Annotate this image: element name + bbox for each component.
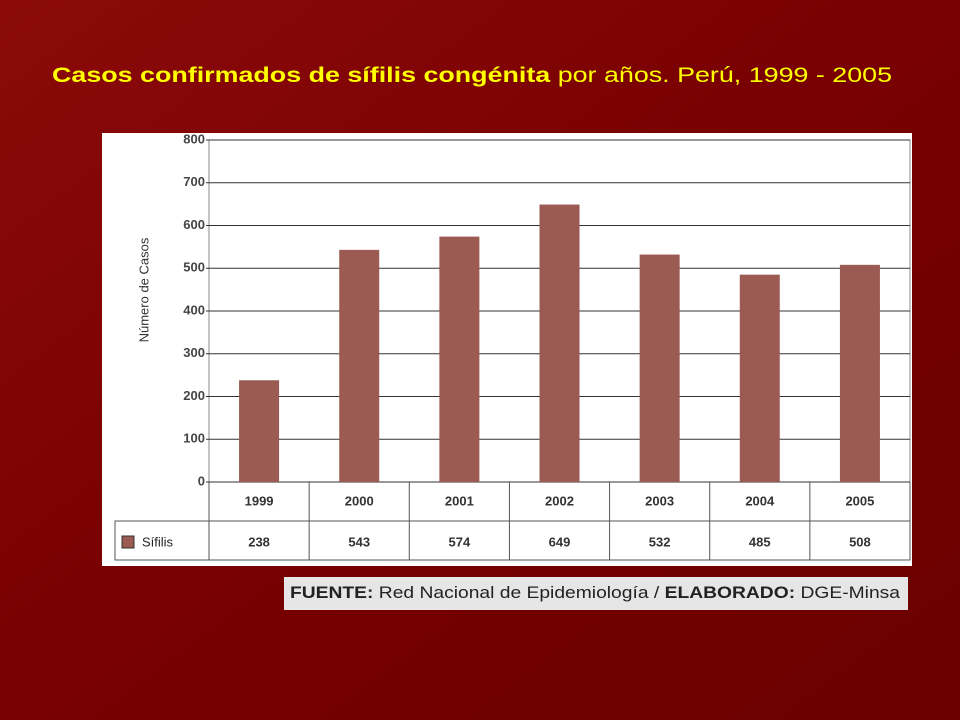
- source-text: FUENTE: Red Nacional de Epidemiología / …: [290, 583, 901, 602]
- y-tick-label: 800: [183, 131, 205, 146]
- source-label: ELABORADO:: [665, 583, 796, 602]
- x-tick-label: 2000: [345, 493, 374, 508]
- table-value: 574: [449, 534, 471, 549]
- title-bold: Casos confirmados de sífilis congénita: [52, 64, 551, 87]
- bar: [339, 249, 380, 482]
- source-label: FUENTE:: [290, 583, 373, 602]
- bar: [239, 380, 280, 482]
- source-part: Red Nacional de Epidemiología /: [379, 583, 660, 602]
- y-tick-label: 500: [183, 260, 205, 275]
- bar: [739, 274, 780, 482]
- y-axis-label: Número de Casos: [136, 237, 151, 342]
- table-value: 649: [549, 534, 571, 549]
- y-tick-label: 100: [183, 431, 205, 446]
- x-tick-label: 2003: [645, 493, 674, 508]
- legend-swatch: [121, 535, 135, 549]
- table-value: 508: [849, 534, 871, 549]
- table-value: 532: [649, 534, 671, 549]
- title-rest: por años. Perú, 1999 - 2005: [558, 64, 892, 87]
- table-value: 485: [749, 534, 771, 549]
- bar: [639, 254, 680, 482]
- x-tick-label: 2004: [745, 493, 775, 508]
- legend-label: Sífilis: [142, 534, 174, 549]
- bar: [539, 204, 580, 483]
- source-part: DGE-Minsa: [800, 583, 900, 602]
- table-value: 238: [248, 534, 270, 549]
- x-tick-label: 2002: [545, 493, 574, 508]
- y-tick-label: 200: [183, 388, 205, 403]
- y-tick-label: 700: [183, 174, 205, 189]
- x-tick-label: 2001: [445, 493, 474, 508]
- bar: [839, 264, 880, 482]
- y-tick-label: 300: [183, 345, 205, 360]
- x-tick-label: 2005: [845, 493, 874, 508]
- source-box: [284, 577, 908, 610]
- slide-title: Casos confirmados de sífilis congénita p…: [52, 64, 892, 87]
- x-tick-label: 1999: [245, 493, 274, 508]
- table-value: 543: [348, 534, 370, 549]
- y-tick-label: 600: [183, 217, 205, 232]
- y-tick-label: 400: [183, 302, 205, 317]
- y-tick-label: 0: [198, 473, 205, 488]
- bar: [439, 236, 480, 482]
- chart-panel: [102, 133, 912, 566]
